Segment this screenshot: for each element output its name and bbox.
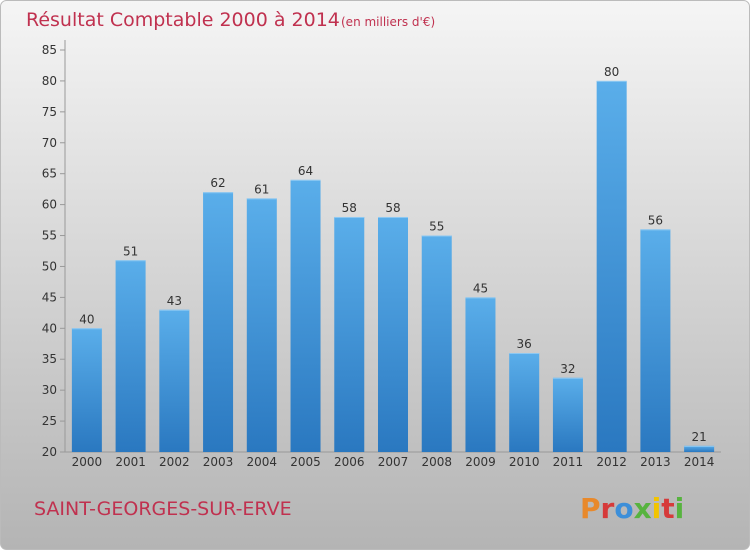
y-tick-label: 75	[42, 105, 57, 119]
bar-value-label: 40	[79, 312, 94, 326]
x-tick-label: 2001	[115, 455, 146, 469]
bar-2005	[290, 179, 321, 452]
bar-value-label: 58	[342, 201, 357, 215]
bar-value-label: 51	[123, 244, 138, 258]
y-tick-label: 85	[42, 43, 57, 57]
y-ticks: 20 25 30 35 40 45 50 55 60 65 70 75 80 85	[42, 43, 65, 459]
bar-value-label: 43	[167, 294, 182, 308]
y-tick-label: 55	[42, 229, 57, 243]
bar-2007	[378, 216, 408, 452]
bar-value-label: 55	[429, 220, 444, 234]
x-tick-label: 2005	[290, 455, 321, 469]
commune-name: SAINT-GEORGES-SUR-ERVE	[34, 498, 292, 520]
x-tick-label: 2000	[72, 455, 103, 469]
logo-letter: t	[661, 492, 674, 525]
bar-value-label: 61	[254, 182, 269, 196]
bars: 40 51 43 62 61 64 58 58 55 45 36 32 80 56 21	[71, 65, 715, 452]
bar-2004	[246, 198, 277, 452]
x-tick-label: 2004	[247, 455, 278, 469]
bar-2010	[509, 353, 540, 452]
x-tick-label: 2008	[421, 455, 452, 469]
x-tick-label: 2003	[203, 455, 234, 469]
y-tick-label: 50	[42, 259, 57, 273]
y-tick-label: 30	[42, 383, 57, 397]
bar-2001	[115, 260, 146, 452]
x-tick-label: 2012	[596, 455, 627, 469]
bar-2002	[159, 309, 190, 452]
y-tick-label: 25	[42, 414, 57, 428]
bar-value-label: 62	[210, 176, 225, 190]
bar-value-label: 56	[648, 213, 663, 227]
bar-2011	[552, 377, 583, 452]
bar-value-label: 32	[560, 362, 575, 376]
y-tick-label: 65	[42, 167, 57, 181]
bar-2008	[421, 235, 452, 452]
x-tick-label: 2010	[509, 455, 540, 469]
proxiti-logo: Proxiti	[580, 492, 684, 525]
bar-2013	[640, 229, 671, 452]
bar-value-label: 21	[691, 430, 706, 444]
x-tick-label: 2013	[640, 455, 671, 469]
y-tick-label: 80	[42, 74, 57, 88]
chart-title: Résultat Comptable 2000 à 2014	[26, 9, 340, 31]
logo-letter: x	[634, 492, 652, 525]
bar-2009	[465, 297, 496, 452]
chart-unit: (en milliers d'€)	[341, 15, 435, 29]
logo-letter: i	[652, 492, 662, 525]
bar-2006	[334, 216, 365, 452]
logo-letter: o	[614, 492, 633, 525]
logo-letter: i	[675, 492, 685, 525]
x-tick-label: 2009	[465, 455, 496, 469]
bar-value-label: 58	[385, 201, 400, 215]
bar-2012	[596, 80, 627, 452]
x-tick-label: 2011	[553, 455, 584, 469]
bar-value-label: 36	[517, 337, 532, 351]
x-tick-label: 2007	[378, 455, 409, 469]
x-tick-label: 2006	[334, 455, 365, 469]
logo-letter: r	[601, 492, 615, 525]
bar-value-label: 80	[604, 65, 619, 79]
y-tick-label: 45	[42, 290, 57, 304]
bar-value-label: 45	[473, 281, 488, 295]
x-ticks: 2000 2001 2002 2003 2004 2005 2006 2007 2008 2009…	[72, 455, 715, 469]
y-tick-label: 60	[42, 198, 57, 212]
y-tick-label: 35	[42, 352, 57, 366]
bar-2003	[203, 192, 234, 452]
y-tick-label: 40	[42, 321, 57, 335]
x-tick-label: 2002	[159, 455, 190, 469]
bar-2000	[71, 328, 102, 452]
bar-2014	[684, 445, 715, 452]
x-tick-label: 2014	[684, 455, 715, 469]
bar-value-label: 64	[298, 164, 313, 178]
y-tick-label: 20	[42, 445, 57, 459]
y-tick-label: 70	[42, 136, 57, 150]
logo-letter: P	[580, 492, 601, 525]
